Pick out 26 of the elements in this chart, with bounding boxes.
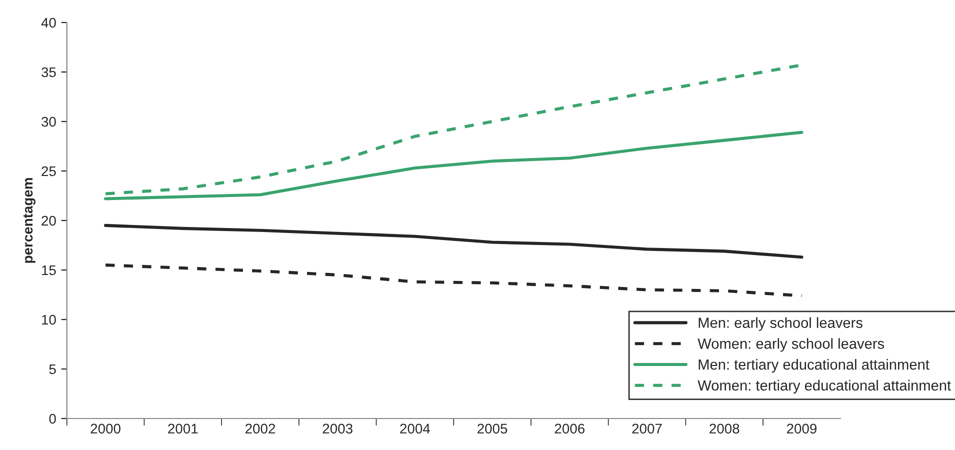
- y-tick-label: 30: [42, 116, 56, 127]
- x-tick-label: 2004: [400, 424, 430, 434]
- x-tick-label: 2009: [786, 424, 817, 434]
- x-tick-label: 2000: [90, 424, 120, 434]
- y-tick-label: 15: [42, 265, 56, 276]
- x-tick-label: 2003: [322, 424, 352, 434]
- x-tick-label: 2008: [710, 424, 740, 434]
- x-tick-label: 2006: [554, 424, 584, 434]
- legend-label: Men: tertiary educational attainment: [698, 359, 930, 373]
- line-series: [104, 224, 804, 259]
- y-tick-label: 35: [42, 67, 56, 78]
- legend-label: Women: tertiary educational attainment: [698, 380, 951, 394]
- y-tick-label: 25: [42, 166, 56, 176]
- legend-label: Men: early school leavers: [698, 317, 862, 331]
- y-tick-label: 10: [42, 314, 56, 325]
- line-series: [104, 264, 804, 298]
- y-tick-label: 40: [41, 18, 56, 28]
- x-tick-label: 2007: [632, 424, 662, 434]
- x-tick-label: 2005: [478, 424, 508, 434]
- y-tick-label: 0: [49, 414, 56, 424]
- y-tick-label: 20: [42, 216, 56, 226]
- y-tick-label: 5: [49, 364, 56, 374]
- legend-label: Women: early school leavers: [698, 338, 884, 352]
- y-axis-title: percentagem: [23, 178, 36, 263]
- x-tick-label: 2002: [245, 424, 275, 434]
- x-tick-label: 2001: [168, 424, 198, 434]
